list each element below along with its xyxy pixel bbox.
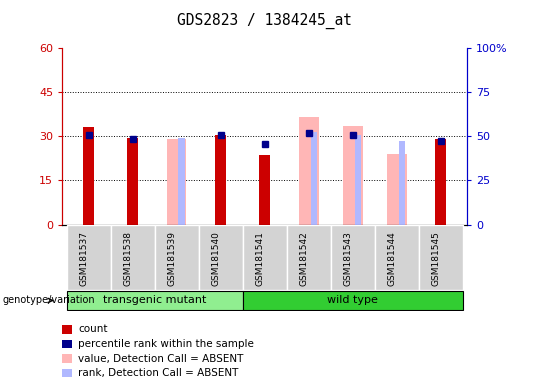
Text: count: count <box>78 324 108 334</box>
Bar <box>387 154 407 225</box>
Text: GSM181539: GSM181539 <box>167 231 177 286</box>
Bar <box>66 291 242 310</box>
Bar <box>355 135 361 225</box>
Bar <box>154 225 199 290</box>
Bar <box>399 141 404 225</box>
Text: rank, Detection Call = ABSENT: rank, Detection Call = ABSENT <box>78 368 239 378</box>
Text: GSM181541: GSM181541 <box>255 231 265 286</box>
Text: GSM181540: GSM181540 <box>212 231 220 286</box>
Text: GSM181544: GSM181544 <box>388 231 397 286</box>
Bar <box>111 225 154 290</box>
Text: GSM181538: GSM181538 <box>124 231 132 286</box>
Bar <box>242 291 463 310</box>
Bar <box>330 225 375 290</box>
Text: percentile rank within the sample: percentile rank within the sample <box>78 339 254 349</box>
Bar <box>310 132 316 225</box>
Text: GSM181542: GSM181542 <box>300 231 309 286</box>
Text: GDS2823 / 1384245_at: GDS2823 / 1384245_at <box>177 13 352 29</box>
Bar <box>299 117 319 225</box>
Text: GSM181543: GSM181543 <box>343 231 353 286</box>
Bar <box>259 156 270 225</box>
Bar <box>167 139 186 225</box>
Bar <box>127 138 138 225</box>
Bar <box>418 225 463 290</box>
Bar <box>83 127 94 225</box>
Text: wild type: wild type <box>327 295 378 305</box>
Bar <box>179 138 185 225</box>
Bar <box>343 126 362 225</box>
Bar <box>242 225 287 290</box>
Text: GSM181545: GSM181545 <box>431 231 441 286</box>
Text: genotype/variation: genotype/variation <box>3 295 96 306</box>
Bar <box>215 135 226 225</box>
Bar <box>66 225 111 290</box>
Bar <box>375 225 418 290</box>
Bar <box>199 225 242 290</box>
Text: GSM181537: GSM181537 <box>79 231 89 286</box>
Text: value, Detection Call = ABSENT: value, Detection Call = ABSENT <box>78 354 244 364</box>
Text: transgenic mutant: transgenic mutant <box>103 295 206 305</box>
Bar <box>435 139 446 225</box>
Bar <box>287 225 330 290</box>
